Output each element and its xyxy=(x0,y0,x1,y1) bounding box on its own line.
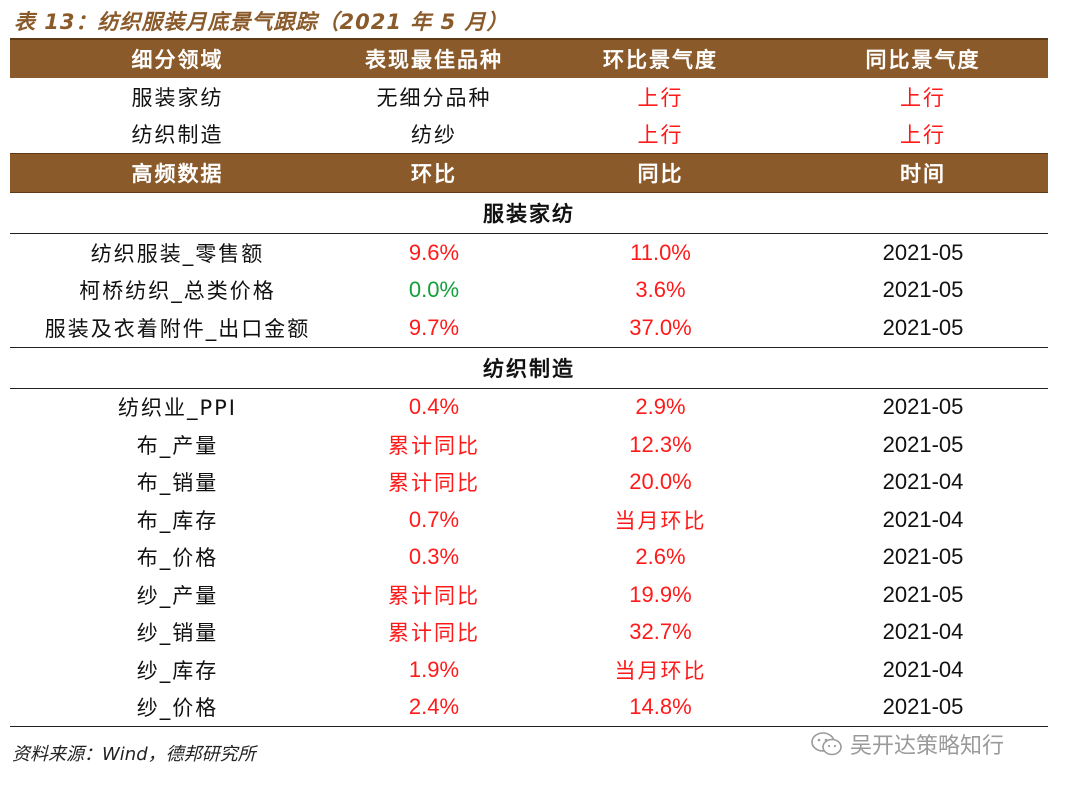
metric-name: 纱_销量 xyxy=(136,621,219,646)
yoy-cell: 上行 xyxy=(900,123,946,148)
yoy-value: 12.3% xyxy=(629,431,692,457)
metric-name: 纺织服装_零售额 xyxy=(90,241,265,266)
watermark: 吴开达策略知行 xyxy=(810,728,1004,760)
date-value: 2021-05 xyxy=(882,277,964,303)
table-row: 服装及衣着附件_出口金额 9.7% 37.0% 2021-05 xyxy=(10,309,1048,347)
table-row: 柯桥纺织_总类价格 0.0% 3.6% 2021-05 xyxy=(10,272,1048,310)
metric-name: 布_库存 xyxy=(136,508,219,533)
date-value: 2021-05 xyxy=(882,394,964,420)
header-yoy: 同比 xyxy=(523,153,798,193)
mom-cell: 上行 xyxy=(637,85,684,110)
date-value: 2021-04 xyxy=(882,619,964,645)
metric-name: 纱_库存 xyxy=(136,658,219,683)
top-header-row: 细分领域 表现最佳品种 环比景气度 同比景气度 xyxy=(10,38,1048,78)
date-value: 2021-04 xyxy=(882,469,964,495)
table-row: 服装家纺 无细分品种 上行 上行 xyxy=(10,78,1048,116)
table-row: 纱_销量 累计同比 32.7% 2021-04 xyxy=(10,614,1048,652)
date-value: 2021-05 xyxy=(882,431,964,457)
yoy-value: 2.6% xyxy=(635,544,686,570)
yoy-value: 32.7% xyxy=(629,619,692,645)
yoy-value: 当月环比 xyxy=(614,508,707,533)
yoy-value: 14.8% xyxy=(523,688,798,727)
table-row: 布_库存 0.7% 当月环比 2021-04 xyxy=(10,501,1048,539)
metric-name: 服装及衣着附件_出口金额 xyxy=(44,316,311,341)
table-row: 布_价格 0.3% 2.6% 2021-05 xyxy=(10,539,1048,577)
mom-value: 2.4% xyxy=(345,688,523,727)
yoy-cell: 上行 xyxy=(900,85,946,110)
mom-value: 1.9% xyxy=(408,656,460,682)
date-value: 2021-05 xyxy=(882,314,964,340)
sector-cell: 服装家纺 xyxy=(131,85,224,110)
metric-name: 纱_产量 xyxy=(136,583,219,608)
yoy-value: 37.0% xyxy=(629,314,692,340)
date-value: 2021-05 xyxy=(798,688,1048,727)
metric-name: 纱_价格 xyxy=(10,688,345,727)
header-mom-sentiment: 环比景气度 xyxy=(523,38,798,78)
section-title: 纺织制造 xyxy=(10,346,1048,389)
sentiment-table: 细分领域 表现最佳品种 环比景气度 同比景气度 服装家纺 无细分品种 上行 上行… xyxy=(10,38,1048,727)
watermark-text: 吴开达策略知行 xyxy=(850,734,1005,759)
mom-value: 累计同比 xyxy=(388,583,480,608)
mom-value: 0.4% xyxy=(408,394,460,420)
header-hf-data: 高频数据 xyxy=(10,153,345,193)
table-row: 布_产量 累计同比 12.3% 2021-05 xyxy=(10,426,1048,464)
section-header-textile: 纺织制造 xyxy=(10,346,1048,389)
mom-value: 0.0% xyxy=(408,277,460,303)
date-value: 2021-04 xyxy=(882,656,964,682)
header-best-variety: 表现最佳品种 xyxy=(345,38,523,78)
hf-header-row: 高频数据 环比 同比 时间 xyxy=(10,153,1048,193)
section-header-apparel: 服装家纺 xyxy=(10,192,1048,234)
date-value: 2021-04 xyxy=(882,506,964,532)
header-yoy-sentiment: 同比景气度 xyxy=(798,38,1048,78)
wechat-icon xyxy=(811,732,842,756)
sector-cell: 纺织制造 xyxy=(131,123,224,148)
yoy-value: 19.9% xyxy=(629,581,692,607)
metric-name: 柯桥纺织_总类价格 xyxy=(79,279,276,304)
yoy-value: 当月环比 xyxy=(614,658,707,683)
table-row: 纱_价格 2.4% 14.8% 2021-05 xyxy=(10,688,1048,727)
metric-name: 布_销量 xyxy=(136,471,219,496)
table-row: 纺织服装_零售额 9.6% 11.0% 2021-05 xyxy=(10,234,1048,272)
table-row: 纱_产量 累计同比 19.9% 2021-05 xyxy=(10,576,1048,614)
header-date: 时间 xyxy=(798,153,1048,193)
yoy-value: 11.0% xyxy=(630,239,691,265)
mom-value: 9.7% xyxy=(408,314,460,340)
metric-name: 纺织业_PPI xyxy=(117,396,238,421)
header-sector: 细分领域 xyxy=(10,38,345,78)
table-row: 纺织制造 纺纱 上行 上行 xyxy=(10,116,1048,154)
section-title: 服装家纺 xyxy=(10,192,1048,234)
metric-name: 布_产量 xyxy=(136,433,219,458)
source-note: 资料来源：Wind，德邦研究所 xyxy=(12,744,256,765)
mom-value: 0.3% xyxy=(408,544,460,570)
yoy-value: 20.0% xyxy=(629,469,692,495)
best-cell: 纺纱 xyxy=(411,123,457,148)
table-row: 纺织业_PPI 0.4% 2.9% 2021-05 xyxy=(10,388,1048,426)
table-title: 表 13：纺织服装月底景气跟踪（2021 年 5 月） xyxy=(14,10,509,34)
mom-value: 累计同比 xyxy=(388,433,480,458)
table-row: 布_销量 累计同比 20.0% 2021-04 xyxy=(10,464,1048,502)
header-mom: 环比 xyxy=(345,153,523,193)
metric-name: 布_价格 xyxy=(136,546,219,571)
date-value: 2021-05 xyxy=(882,581,964,607)
mom-value: 9.6% xyxy=(408,239,460,265)
mom-cell: 上行 xyxy=(637,123,684,148)
yoy-value: 2.9% xyxy=(635,394,686,420)
date-value: 2021-05 xyxy=(882,239,964,265)
mom-value: 累计同比 xyxy=(388,471,480,496)
best-cell: 无细分品种 xyxy=(376,85,492,110)
date-value: 2021-05 xyxy=(882,544,964,570)
mom-value: 累计同比 xyxy=(388,621,480,646)
table-row: 纱_库存 1.9% 当月环比 2021-04 xyxy=(10,651,1048,689)
yoy-value: 3.6% xyxy=(635,277,686,303)
mom-value: 0.7% xyxy=(408,506,460,532)
